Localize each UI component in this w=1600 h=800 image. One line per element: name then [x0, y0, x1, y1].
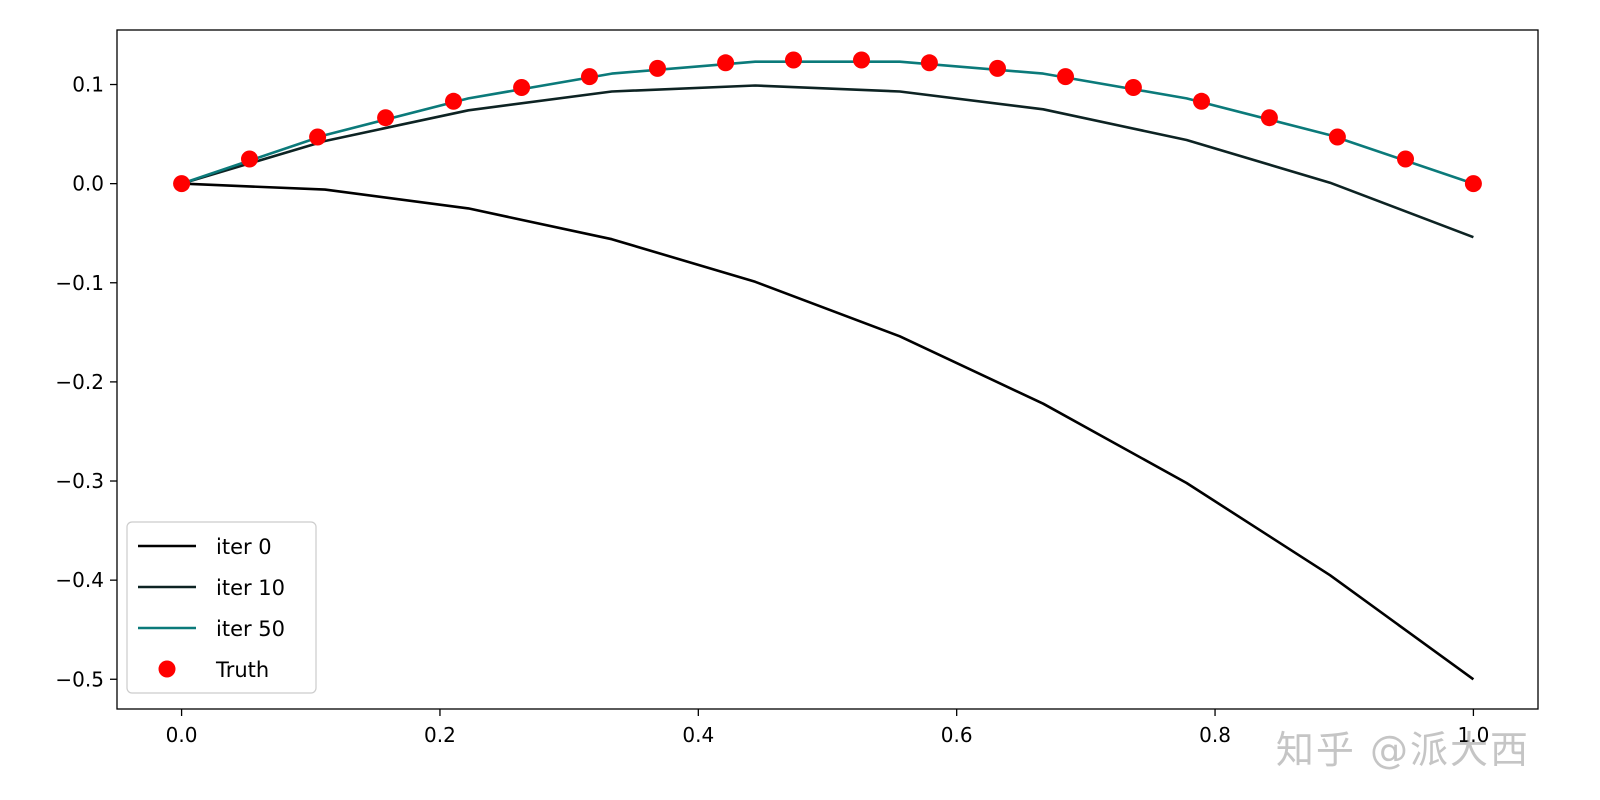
x-tick-label: 1.0 [1458, 723, 1490, 747]
data-point-truth [1464, 175, 1482, 193]
x-tick-label: 0.8 [1199, 723, 1231, 747]
legend-label-iter-0: iter 0 [216, 535, 272, 559]
data-point-truth [377, 109, 395, 127]
series-line-iter-10 [181, 84, 1474, 239]
watermark: 知乎 @派大西 [1275, 728, 1530, 772]
data-point-truth [513, 79, 531, 96]
y-tick-label: −0.1 [55, 271, 104, 295]
y-axis-ticks: 0.1 0.0 −0.1 −0.2 −0.3 −0.4 −0.5 [55, 73, 117, 691]
plot-frame [116, 29, 1539, 710]
data-point-truth [581, 68, 598, 86]
data-point-truth [1057, 68, 1074, 86]
data-point-truth [989, 59, 1006, 77]
data-point-truth [1397, 150, 1414, 168]
y-tick-label: −0.2 [55, 370, 104, 394]
x-tick-label: 0.6 [941, 723, 973, 747]
legend-label-iter-50: iter 50 [216, 617, 285, 641]
data-point-truth [241, 150, 258, 168]
series-layer [173, 51, 1482, 681]
legend-swatch-truth [158, 660, 176, 678]
data-point-truth [173, 175, 191, 193]
legend-label-truth: Truth [215, 658, 269, 682]
data-point-truth [1328, 128, 1346, 146]
x-tick-label: 0.0 [166, 723, 198, 747]
x-tick-label: 0.2 [424, 723, 456, 747]
legend-label-iter-10: iter 10 [216, 576, 285, 600]
data-point-truth [1193, 92, 1210, 110]
legend: iter 0 iter 10 iter 50 Truth [126, 521, 317, 694]
data-point-truth [853, 51, 870, 69]
y-tick-label: −0.3 [55, 469, 104, 493]
data-point-truth [649, 59, 666, 77]
plot-background [117, 30, 1538, 709]
y-tick-label: 0.0 [72, 172, 104, 196]
x-tick-label: 0.4 [682, 723, 714, 747]
data-point-truth [717, 54, 735, 72]
series-line-iter-0 [181, 182, 1475, 681]
y-tick-label: −0.4 [55, 568, 104, 592]
legend-box [126, 521, 317, 694]
data-point-truth [785, 51, 802, 69]
data-point-truth [920, 54, 938, 72]
series-line-iter-50 [181, 60, 1474, 185]
data-point-truth [445, 92, 462, 110]
data-point-truth [1124, 79, 1142, 96]
y-tick-label: 0.1 [72, 73, 104, 97]
data-point-truth [309, 128, 327, 146]
data-point-truth [1260, 109, 1278, 127]
y-tick-label: −0.5 [55, 667, 104, 691]
x-axis-ticks: 0.0 0.2 0.4 0.6 0.8 1.0 [166, 709, 1490, 747]
